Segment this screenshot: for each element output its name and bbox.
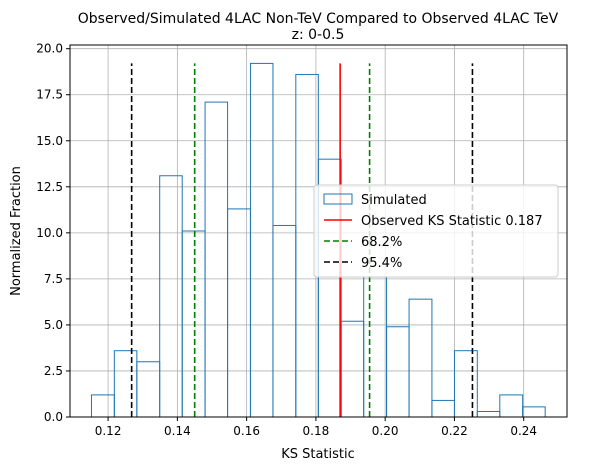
histogram-bar — [363, 276, 388, 418]
legend: Simulated Observed KS Statistic 0.187 68.2… — [313, 184, 559, 278]
x-axis-label: KS Statistic — [281, 447, 355, 462]
y-tick-label: 5.0 — [44, 318, 63, 332]
x-tick-label: 0.14 — [164, 424, 191, 438]
histogram-bar — [431, 399, 455, 418]
x-tick-label: 0.16 — [233, 424, 260, 438]
legend-label: 68.2% — [361, 235, 402, 250]
plot-area-frame — [69, 44, 568, 418]
x-axis-ticks: 0.12 0.14 0.16 0.18 0.20 0.22 0.24 — [95, 417, 537, 438]
legend-label: Simulated — [361, 193, 427, 208]
y-tick-label: 0.0 — [44, 410, 63, 424]
histogram-bar — [113, 350, 138, 418]
y-tick-label: 10.0 — [36, 226, 63, 240]
histogram-bar — [136, 361, 161, 418]
x-tick-label: 0.20 — [372, 424, 399, 438]
histogram-bar — [499, 394, 524, 418]
histogram-bar — [476, 410, 501, 418]
y-tick-label: 7.5 — [44, 272, 63, 286]
histogram-bar — [90, 394, 115, 418]
histogram-bar — [340, 320, 365, 418]
legend-label: 95.4% — [361, 256, 402, 271]
legend-box — [313, 184, 559, 278]
y-tick-label: 12.5 — [36, 180, 63, 194]
x-tick-label: 0.24 — [510, 424, 537, 438]
x-tick-label: 0.22 — [441, 424, 468, 438]
chart-subtitle: z: 0-0.5 — [292, 27, 345, 43]
x-tick-label: 0.18 — [303, 424, 330, 438]
legend-label: Observed KS Statistic 0.187 — [361, 214, 543, 229]
y-tick-label: 20.0 — [36, 42, 63, 56]
histogram-bar — [204, 101, 229, 418]
histogram-bar — [249, 62, 274, 418]
histogram-bar — [408, 298, 433, 418]
y-tick-label: 17.5 — [36, 88, 63, 102]
y-tick-label: 2.5 — [44, 364, 63, 378]
histogram-bar — [453, 350, 478, 418]
y-tick-label: 15.0 — [36, 134, 63, 148]
histogram-bar — [272, 224, 297, 418]
histogram-bar — [522, 406, 546, 418]
legend-patch — [323, 193, 353, 205]
y-axis-ticks: 0.0 2.5 5.0 7.5 10.0 12.5 15.0 17.5 20.0 — [36, 42, 70, 424]
x-tick-label: 0.12 — [95, 424, 122, 438]
y-axis-label: Normalized Fraction — [9, 166, 24, 296]
histogram-bar — [159, 175, 183, 418]
histogram-bar — [386, 326, 410, 418]
histogram-bar — [181, 230, 206, 418]
chart-title: Observed/Simulated 4LAC Non-TeV Compared… — [78, 11, 559, 27]
